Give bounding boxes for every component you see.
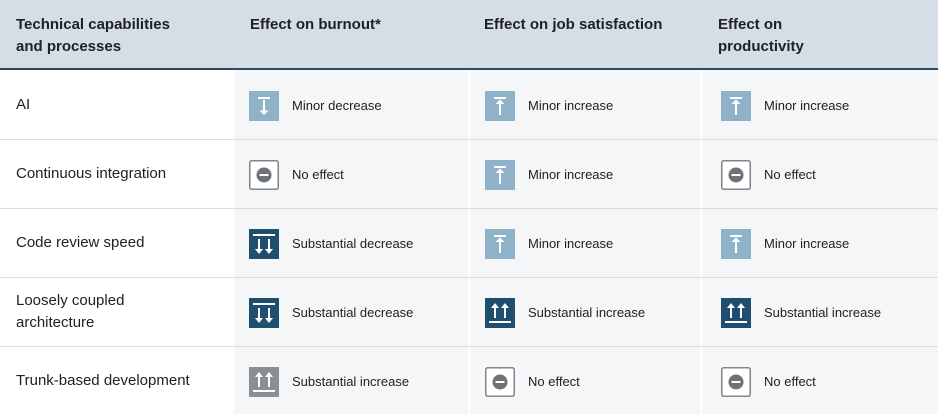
header-productivity: Effect on productivity <box>718 14 804 58</box>
burnout-effect-text: Substantial decrease <box>292 305 414 320</box>
burnout-cell: No effect <box>249 140 344 209</box>
header-job-satisfaction: Effect on job satisfaction <box>484 16 663 33</box>
productivity-cell: No effect <box>721 347 816 414</box>
burnout-effect-text: No effect <box>292 167 344 182</box>
row-label: Loosely coupled architecture <box>16 290 124 334</box>
header-capabilities: Technical capabilities and processes <box>16 14 170 58</box>
no-effect-icon <box>721 366 751 397</box>
burnout-cell: Substantial decrease <box>249 209 413 278</box>
header-burnout: Effect on burnout* <box>250 16 381 33</box>
burnout-cell: Substantial increase <box>249 347 409 414</box>
minor-increase-icon <box>485 90 515 121</box>
satisfaction-effect-text: No effect <box>528 374 580 389</box>
productivity-cell: No effect <box>721 140 816 209</box>
header-capabilities-line1: Technical capabilities <box>16 16 170 33</box>
header-productivity-line2: productivity <box>718 38 804 55</box>
row-label: AI <box>16 94 30 116</box>
row-divider <box>0 208 938 209</box>
burnout-effect-text: Substantial increase <box>292 374 410 389</box>
substantial-decrease-icon <box>249 228 279 259</box>
productivity-cell: Minor increase <box>721 71 849 140</box>
row-divider <box>0 346 938 347</box>
row-label-line: Continuous integration <box>16 165 167 182</box>
satisfaction-cell: Minor increase <box>485 140 613 209</box>
satisfaction-cell: No effect <box>485 347 580 414</box>
header-capabilities-line2: and processes <box>16 38 122 55</box>
burnout-cell: Minor decrease <box>249 71 382 140</box>
satisfaction-effect-text: Minor increase <box>528 98 614 113</box>
table-row: Trunk-based development Substantial incre… <box>0 347 938 414</box>
minor-increase-icon <box>485 159 515 190</box>
productivity-cell: Substantial increase <box>721 278 881 347</box>
minor-increase-icon <box>721 228 751 259</box>
substantial-increase-icon <box>485 297 515 328</box>
satisfaction-effect-text: Minor increase <box>528 167 614 182</box>
burnout-cell: Substantial decrease <box>249 278 413 347</box>
no-effect-icon <box>249 159 279 190</box>
table-row: Code review speed Substantial decrease Min… <box>0 209 938 278</box>
satisfaction-cell: Substantial increase <box>485 278 645 347</box>
satisfaction-cell: Minor increase <box>485 71 613 140</box>
burnout-effect-text: Substantial decrease <box>292 236 414 251</box>
row-label-line: AI <box>16 96 31 113</box>
minor-increase-icon <box>485 228 515 259</box>
substantial-increase-gray-icon <box>249 366 279 397</box>
satisfaction-effect-text: Substantial increase <box>528 305 646 320</box>
row-label: Trunk-based development <box>16 370 190 392</box>
minor-decrease-icon <box>249 90 279 121</box>
burnout-effect-text: Minor decrease <box>292 98 382 113</box>
productivity-effect-text: No effect <box>764 167 816 182</box>
productivity-effect-text: Minor increase <box>764 98 850 113</box>
productivity-effect-text: Minor increase <box>764 236 850 251</box>
row-label-line: Code review speed <box>16 234 145 251</box>
productivity-effect-text: No effect <box>764 374 816 389</box>
table-row: AI Minor decrease Minor increase Minor incr… <box>0 71 938 140</box>
no-effect-icon <box>721 159 751 190</box>
row-divider <box>0 277 938 278</box>
substantial-decrease-icon <box>249 297 279 328</box>
row-label-line: Trunk-based development <box>16 372 190 389</box>
row-label: Code review speed <box>16 232 144 254</box>
productivity-cell: Minor increase <box>721 209 849 278</box>
table-row: Loosely coupled architecture Substantial d… <box>0 278 938 347</box>
row-label: Continuous integration <box>16 163 166 185</box>
satisfaction-effect-text: Minor increase <box>528 236 614 251</box>
satisfaction-cell: Minor increase <box>485 209 613 278</box>
no-effect-icon <box>485 366 515 397</box>
productivity-effect-text: Substantial increase <box>764 305 882 320</box>
header-productivity-line1: Effect on <box>718 16 783 33</box>
minor-increase-icon <box>721 90 751 121</box>
row-divider <box>0 139 938 140</box>
table-row: Continuous integration No effect Minor inc… <box>0 140 938 209</box>
row-label-line: architecture <box>16 314 95 331</box>
table-header: Technical capabilities and processes Eff… <box>0 0 938 70</box>
row-label-line: Loosely coupled <box>16 292 125 309</box>
substantial-increase-icon <box>721 297 751 328</box>
